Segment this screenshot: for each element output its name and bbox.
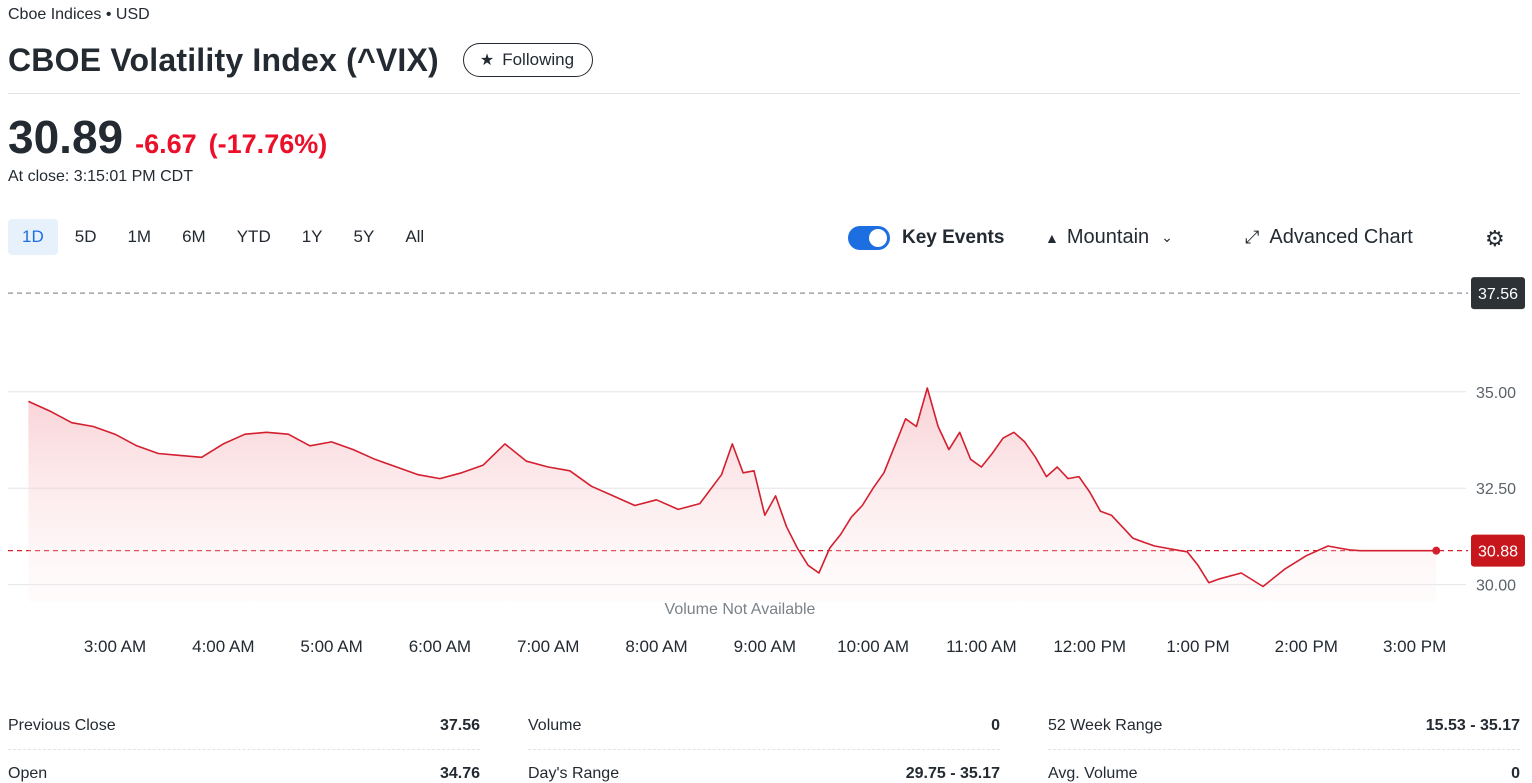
header-divider <box>8 93 1520 94</box>
page-title: CBOE Volatility Index (^VIX) <box>8 41 439 78</box>
close-time: At close: 3:15:01 PM CDT <box>8 168 193 185</box>
price-change-percent: (-17.76%) <box>208 129 328 159</box>
x-tick-label: 9:00 AM <box>734 637 796 656</box>
stat-value: 34.76 <box>439 764 480 782</box>
price-chart[interactable]: 35.00 32.50 30.00 37.56 30.88 Volume Not Avai… <box>0 270 1532 670</box>
stat-row: Avg. Volume 0 <box>1048 750 1520 783</box>
x-tick-label: 6:00 AM <box>409 637 471 656</box>
range-tab-5d[interactable]: 5D <box>74 227 97 246</box>
advanced-chart-label: Advanced Chart <box>1269 226 1413 248</box>
exchange-label: Cboe Indices • USD <box>8 6 150 23</box>
y-tick-label: 35.00 <box>1476 385 1516 402</box>
volume-note: Volume Not Available <box>665 601 816 618</box>
range-tabs: 1D 5D 1M 6M YTD 1Y 5Y All <box>8 219 441 255</box>
quote-row: 30.89 -6.67 (-17.76%) <box>8 110 327 164</box>
price-area <box>28 388 1437 602</box>
title-row: CBOE Volatility Index (^VIX) ★ Following <box>8 40 594 80</box>
gear-icon[interactable]: ⚙ <box>1485 226 1505 251</box>
stat-label: 52 Week Range <box>1048 716 1163 734</box>
range-tab-1d[interactable]: 1D <box>8 219 58 255</box>
x-tick-label: 3:00 PM <box>1383 637 1446 656</box>
stat-label: Volume <box>528 716 582 734</box>
toggle-knob <box>869 229 887 247</box>
stats-column-3: 52 Week Range 15.53 - 35.17 Avg. Volume … <box>1048 702 1520 783</box>
x-tick-label: 8:00 AM <box>625 637 687 656</box>
last-price-dot <box>1432 546 1441 555</box>
range-tab-1m[interactable]: 1M <box>127 227 152 246</box>
stat-row: Previous Close 37.56 <box>8 702 480 750</box>
key-events-label: Key Events <box>902 227 1005 248</box>
y-tick-label: 32.50 <box>1476 481 1516 498</box>
x-tick-label: 11:00 AM <box>946 637 1017 656</box>
x-tick-label: 7:00 AM <box>517 637 579 656</box>
label-layer: 35.00 32.50 30.00 37.56 30.88 Volume Not Avai… <box>84 277 1525 656</box>
x-tick-label: 10:00 AM <box>837 637 909 656</box>
range-tab-1y[interactable]: 1Y <box>301 227 323 246</box>
range-tab-ytd[interactable]: YTD <box>236 227 271 246</box>
price-change: -6.67 <box>135 129 197 159</box>
stat-row: Volume 0 <box>528 702 1000 750</box>
stat-value: 15.53 - 35.17 <box>1425 716 1520 734</box>
current-price: 30.89 <box>8 111 124 163</box>
price-line <box>28 387 1437 588</box>
stat-label: Avg. Volume <box>1048 764 1138 782</box>
stat-value: 37.56 <box>439 716 480 734</box>
x-tick-label: 1:00 PM <box>1166 637 1229 656</box>
star-icon: ★ <box>479 52 495 69</box>
previous-close-tag-label: 37.56 <box>1478 286 1518 303</box>
key-events-control: Key Events <box>848 226 1004 250</box>
stat-value: 29.75 - 35.17 <box>905 764 1000 782</box>
chart-type-dropdown[interactable]: ▲ Mountain ⌄ <box>1045 226 1173 249</box>
following-button[interactable]: ★ Following <box>462 43 594 77</box>
range-tab-6m[interactable]: 6M <box>182 227 206 246</box>
advanced-chart-button[interactable]: ⤢ Advanced Chart <box>1245 226 1413 249</box>
last-price-tag <box>1471 534 1525 567</box>
key-events-toggle[interactable] <box>848 226 890 250</box>
range-tab-all[interactable]: All <box>405 227 425 246</box>
stat-label: Previous Close <box>8 716 116 734</box>
stat-row: Day's Range 29.75 - 35.17 <box>528 750 1000 783</box>
x-tick-label: 3:00 AM <box>84 637 146 656</box>
stats-column-2: Volume 0 Day's Range 29.75 - 35.17 <box>528 702 1000 783</box>
stat-label: Open <box>8 764 48 782</box>
stat-value: 0 <box>991 716 1000 734</box>
mountain-icon: ▲ <box>1045 229 1059 246</box>
y-tick-label: 30.00 <box>1476 578 1516 595</box>
chart-type-label: Mountain <box>1066 226 1150 248</box>
stat-row: Open 34.76 <box>8 750 480 783</box>
x-tick-label: 5:00 AM <box>300 637 362 656</box>
stat-row: 52 Week Range 15.53 - 35.17 <box>1048 702 1520 750</box>
x-tick-label: 4:00 AM <box>192 637 254 656</box>
chevron-down-icon: ⌄ <box>1161 229 1173 245</box>
previous-close-tag <box>1471 277 1525 310</box>
x-tick-label: 12:00 PM <box>1053 637 1126 656</box>
x-tick-label: 2:00 PM <box>1275 637 1338 656</box>
range-tab-5y[interactable]: 5Y <box>353 227 375 246</box>
expand-icon: ⤢ <box>1245 227 1260 247</box>
stat-label: Day's Range <box>528 764 620 782</box>
stats-column-1: Previous Close 37.56 Open 34.76 <box>8 702 480 783</box>
stat-value: 0 <box>1511 764 1520 782</box>
last-price-tag-label: 30.88 <box>1478 544 1518 561</box>
following-label: Following <box>502 50 575 69</box>
